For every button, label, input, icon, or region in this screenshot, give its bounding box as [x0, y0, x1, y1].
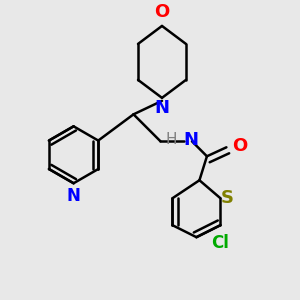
Text: O: O: [154, 4, 169, 22]
Text: S: S: [220, 189, 233, 207]
Text: O: O: [232, 137, 247, 155]
Text: N: N: [154, 99, 169, 117]
Text: H: H: [166, 132, 177, 147]
Text: N: N: [67, 187, 80, 205]
Text: Cl: Cl: [212, 234, 230, 252]
Text: N: N: [183, 131, 198, 149]
